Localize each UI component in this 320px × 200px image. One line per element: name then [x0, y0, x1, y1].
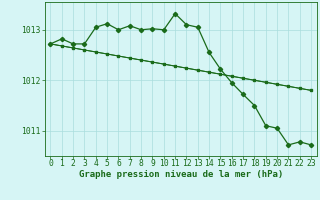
X-axis label: Graphe pression niveau de la mer (hPa): Graphe pression niveau de la mer (hPa) [79, 170, 283, 179]
